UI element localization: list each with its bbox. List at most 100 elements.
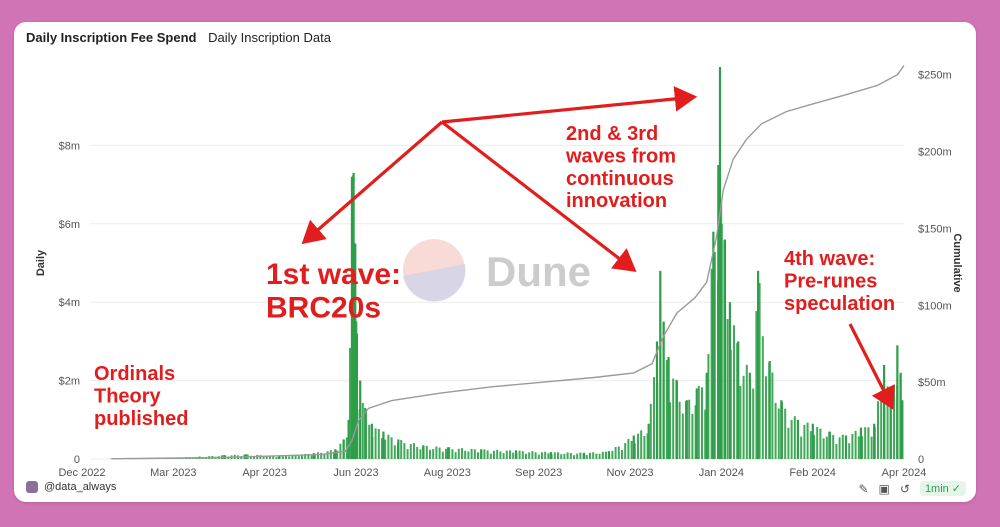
bar-texture [579, 452, 582, 459]
bar-texture [691, 413, 694, 459]
bar-texture [512, 452, 515, 459]
bar-texture [467, 451, 470, 459]
bar-texture [851, 434, 854, 459]
bar-texture [281, 455, 284, 459]
bar [350, 176, 354, 459]
bar-texture [835, 443, 838, 459]
bar-texture [534, 452, 537, 459]
bar [446, 447, 450, 459]
annotation-4th-wave-line: speculation [784, 293, 895, 315]
tab-daily-inscription-fee-spend[interactable]: Daily Inscription Fee Spend [26, 30, 197, 45]
x-tick-label: Jun 2023 [333, 467, 378, 479]
bar-texture [477, 452, 479, 459]
x-tick-label: Aug 2023 [424, 467, 471, 479]
bar-texture [406, 449, 409, 459]
bar-texture [528, 452, 531, 459]
bar-texture [403, 443, 406, 459]
annotation-arrow [848, 323, 895, 410]
bar-texture [563, 453, 566, 459]
bar-texture [371, 436, 374, 459]
bar-texture [899, 375, 902, 459]
bar [737, 341, 740, 459]
bar-texture [720, 202, 723, 460]
bar-texture [646, 433, 649, 459]
tab-bar: Daily Inscription Fee Spend Daily Inscri… [26, 30, 339, 45]
bar-texture [435, 446, 438, 459]
bar-texture [486, 450, 489, 459]
bar-texture [672, 378, 675, 459]
bar-texture [291, 455, 294, 459]
bar-texture [729, 349, 732, 459]
bar-texture [781, 401, 783, 459]
bar-texture [323, 454, 326, 459]
bar-texture [483, 449, 486, 459]
bar [647, 423, 650, 459]
bar-texture [576, 453, 579, 459]
y2-tick-label: $100m [918, 300, 952, 312]
tab-daily-inscription-data[interactable]: Daily Inscription Data [208, 30, 331, 45]
bar-texture [669, 402, 671, 459]
bar [354, 243, 357, 459]
bar-texture [326, 451, 329, 459]
bar-texture [307, 453, 310, 459]
bar-texture [880, 391, 883, 459]
bar-texture [621, 450, 623, 459]
refresh-icon[interactable]: ↺ [899, 481, 910, 496]
bar-texture [361, 402, 364, 459]
bar-texture [681, 413, 684, 459]
bar-texture [521, 451, 524, 459]
annotation-2nd-3rd-waves-line: continuous [566, 168, 674, 190]
footer-user[interactable]: @data_always [44, 481, 117, 493]
bar-texture [768, 362, 771, 459]
bar-texture [592, 452, 595, 459]
bar-texture [739, 385, 742, 459]
bar-texture [297, 455, 300, 459]
bar-texture [569, 452, 572, 459]
bar-texture [784, 408, 787, 459]
x-tick-label: Nov 2023 [606, 467, 653, 479]
bar-texture [688, 399, 691, 459]
edit-icon[interactable]: ✎ [858, 481, 869, 496]
annotation-1st-wave: 1st wave:BRC20s [266, 258, 401, 325]
annotation-ordinals-line: Theory [94, 385, 162, 407]
y2-tick-label: $200m [918, 147, 952, 159]
bar-texture [809, 431, 812, 459]
annotation-arrow [301, 120, 444, 245]
bar-texture [320, 452, 323, 459]
bar-texture [425, 446, 428, 459]
bar-texture [653, 377, 655, 459]
bar-texture [365, 409, 367, 459]
bar-texture [313, 453, 316, 459]
refresh-badge[interactable]: 1min ✓ [919, 481, 966, 496]
bar-texture [566, 452, 569, 459]
bar [347, 419, 350, 459]
x-tick-label: Dec 2022 [58, 467, 105, 479]
y2-tick-label: $150m [918, 223, 952, 235]
bar-texture [294, 454, 297, 459]
bar-texture [742, 375, 745, 459]
bar-texture [480, 451, 483, 459]
bar-texture [662, 321, 665, 459]
refresh-interval: 1min [924, 482, 949, 495]
avatar [26, 481, 38, 493]
bar-texture [499, 451, 502, 459]
bar-texture [531, 451, 534, 459]
camera-icon[interactable]: ▣ [878, 481, 890, 496]
bar-texture [611, 450, 614, 459]
x-tick-label: Mar 2023 [150, 467, 196, 479]
bar-texture [515, 452, 518, 459]
bar-texture [598, 453, 601, 459]
bar-texture [544, 451, 547, 459]
annotation-1st-wave-line: 1st wave: [266, 258, 401, 291]
bar-texture [771, 372, 774, 459]
bar-texture [355, 321, 358, 459]
bar-texture [336, 450, 339, 459]
bar-texture [761, 336, 764, 459]
bar-texture [608, 453, 611, 459]
annotation-4th-wave-line: 4th wave: [784, 248, 875, 270]
bar-texture [454, 452, 457, 459]
cumulative-line [111, 65, 905, 460]
bar-texture [400, 440, 403, 459]
bar-texture [704, 409, 707, 459]
